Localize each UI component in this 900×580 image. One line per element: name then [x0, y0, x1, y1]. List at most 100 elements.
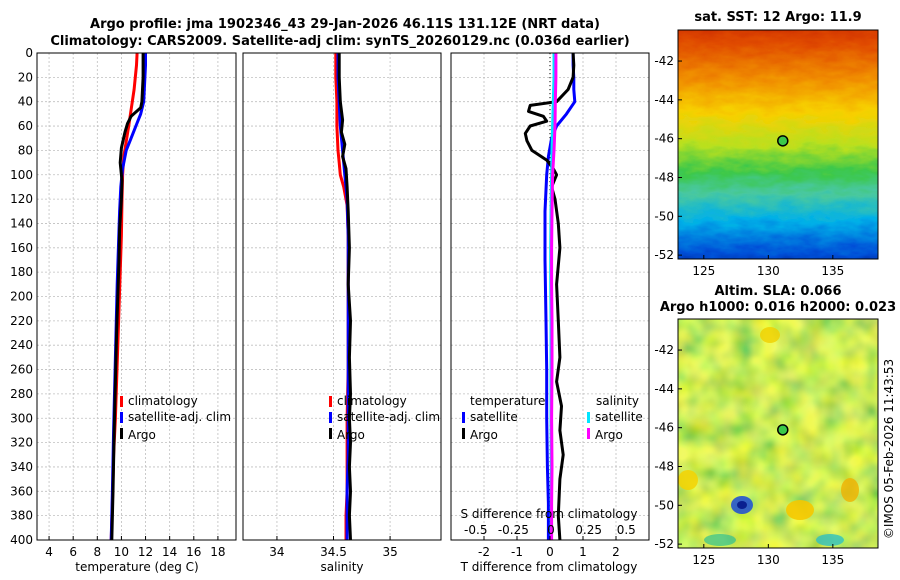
figure-title-line1: Argo profile: jma 1902346_43 29-Jan-2026…: [90, 17, 600, 32]
y-tick-label: 360: [10, 484, 33, 498]
lat-tick-label: -44: [654, 382, 674, 396]
legend-swatch-satellite-adj: [329, 412, 332, 423]
y-tick-label: 320: [10, 436, 33, 450]
series-line-t-satellite: [543, 53, 577, 540]
temperature-axes-frame: [36, 52, 237, 541]
salinity-xlabel: salinity: [320, 560, 363, 574]
legend-swatch-argo: [329, 428, 332, 439]
y-tick-label: 400: [10, 533, 33, 547]
sst-argo-marker: [777, 135, 789, 147]
legend-label-t-satellite: satellite: [470, 410, 518, 424]
temperature-legend: climatology satellite-adj. clim Argo: [120, 394, 231, 442]
x-tick-label: 34: [269, 545, 284, 559]
x-tick-label: 10: [114, 545, 129, 559]
legend-label-s-satellite: satellite: [595, 410, 643, 424]
y-tick-label: 120: [10, 192, 33, 206]
x-tick-label: 14: [162, 545, 177, 559]
difference-legend: temperature satellite Argo salinity sate…: [462, 394, 643, 442]
x-tick-label: 1: [579, 545, 587, 559]
legend-swatch-s-satellite: [587, 412, 590, 423]
legend-swatch-satellite-adj: [120, 412, 123, 423]
salinity-legend: climatology satellite-adj. clim Argo: [329, 394, 440, 442]
top-tick-label: -0.25: [498, 523, 529, 537]
imos-watermark: ©IMOS 05-Feb-2026 11:43:53: [882, 359, 896, 539]
y-tick-label: 380: [10, 509, 33, 523]
y-tick-label: 20: [18, 70, 33, 84]
top-tick-label: 0.25: [575, 523, 602, 537]
legend-swatch-s-argo: [587, 428, 590, 439]
lon-tick-label: 135: [821, 264, 844, 278]
temperature-panel: 0 20 40 60 80 100 120 140 160 180 200 220 240 260 280 3…: [10, 46, 237, 574]
salinity-panel: 34 34.5 35 salinity climatology satellite-…: [242, 52, 442, 574]
y-tick-label: 300: [10, 411, 33, 425]
sst-map-title: sat. SST: 12 Argo: 11.9: [694, 10, 861, 25]
x-tick-label: 8: [93, 545, 101, 559]
sst-map-panel: sat. SST: 12 Argo: 11.9: [654, 10, 879, 278]
y-tick-label: 220: [10, 314, 33, 328]
legend-label-satellite-adj: satellite-adj. clim: [337, 410, 440, 424]
x-tick-label: -1: [511, 545, 523, 559]
y-tick-label: 280: [10, 387, 33, 401]
x-tick-label: 18: [210, 545, 225, 559]
y-tick-label: 160: [10, 241, 33, 255]
temperature-xlabel: temperature (deg C): [75, 560, 198, 574]
y-tick-label: 100: [10, 168, 33, 182]
lon-tick-label: 125: [692, 264, 715, 278]
sla-map-title-line2: Argo h1000: 0.016 h2000: 0.023: [660, 300, 896, 315]
figure-title-line2: Climatology: CARS2009. Satellite-adj cli…: [50, 34, 629, 49]
legend-label-t-argo: Argo: [470, 428, 498, 442]
y-tick-label: 200: [10, 290, 33, 304]
sst-heatmap: [678, 30, 878, 259]
legend-swatch-climatology: [120, 396, 123, 407]
top-tick-label: 0.5: [617, 523, 636, 537]
y-tick-label: 60: [18, 119, 33, 133]
lon-tick-label: 135: [821, 553, 844, 567]
x-tick-label: -2: [478, 545, 490, 559]
legend-swatch-climatology: [329, 396, 332, 407]
y-tick-label: 240: [10, 338, 33, 352]
series-line-s-argo: [550, 53, 558, 540]
x-tick-label: 12: [138, 545, 153, 559]
legend-label-climatology: climatology: [128, 394, 198, 408]
lat-tick-label: -50: [654, 498, 674, 512]
legend-label-s-argo: Argo: [595, 428, 623, 442]
difference-panel: -2 -1 0 1 2 -0.5 -0.25 0 0.25 0.5 S difference f…: [450, 52, 650, 574]
sla-map-frame: [677, 318, 879, 549]
lat-tick-label: -44: [654, 93, 674, 107]
sla-argo-marker: [777, 424, 789, 436]
x-tick-label: 0: [546, 545, 554, 559]
s-difference-label: S difference from climatology: [461, 507, 638, 521]
y-tick-label: 0: [25, 46, 33, 60]
y-tick-label: 260: [10, 363, 33, 377]
x-tick-label: 4: [45, 545, 53, 559]
legend-label-satellite-adj: satellite-adj. clim: [128, 410, 231, 424]
series-line-argo: [110, 53, 145, 541]
sst-map-frame: [677, 29, 879, 260]
lat-tick-label: -42: [654, 343, 674, 357]
legend-heading-salinity: salinity: [596, 394, 639, 408]
lat-tick-label: -46: [654, 421, 674, 435]
lat-tick-label: -46: [654, 132, 674, 146]
x-tick-label: 35: [382, 545, 397, 559]
sla-map-title-line1: Altim. SLA: 0.066: [715, 284, 842, 299]
lon-tick-label: 125: [692, 553, 715, 567]
x-tick-label: 34.5: [320, 545, 347, 559]
lat-tick-label: -52: [654, 537, 674, 551]
y-tick-label: 180: [10, 265, 33, 279]
t-difference-xlabel: T difference from climatology: [460, 560, 638, 574]
top-tick-label: 0: [547, 523, 555, 537]
lat-tick-label: -52: [654, 248, 674, 262]
legend-heading-temperature: temperature: [470, 394, 545, 408]
x-tick-label: 6: [69, 545, 77, 559]
top-tick-label: -0.5: [464, 523, 487, 537]
y-tick-label: 80: [18, 143, 33, 157]
sla-heatmap: [678, 319, 878, 548]
lat-tick-label: -48: [654, 459, 674, 473]
lat-tick-label: -48: [654, 170, 674, 184]
series-line-argo: [337, 53, 352, 541]
lat-tick-label: -42: [654, 54, 674, 68]
lon-tick-label: 130: [757, 553, 780, 567]
legend-label-climatology: climatology: [337, 394, 407, 408]
legend-swatch-argo: [120, 428, 123, 439]
